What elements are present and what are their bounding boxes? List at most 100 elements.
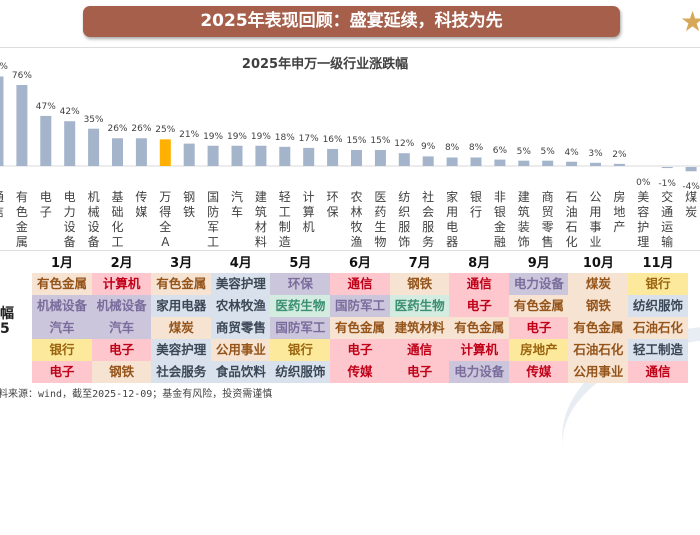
bar-钢铁	[184, 144, 195, 166]
value-label: 76%	[7, 71, 37, 81]
bar-公用事业	[590, 163, 601, 166]
table-cell: 机械设备	[32, 295, 92, 317]
table-cell: 电子	[449, 295, 509, 317]
table-cell: 传媒	[330, 361, 390, 383]
category-label: 国防军工	[205, 190, 221, 250]
bar-农林牧渔	[351, 150, 362, 166]
category-label: 计算机	[301, 190, 317, 235]
bar-商贸零售	[542, 161, 553, 166]
table-cell: 石油石化	[568, 339, 628, 361]
table-cell: 通信	[330, 273, 390, 295]
table-cell: 电子	[330, 339, 390, 361]
bar-银行	[471, 157, 482, 166]
bar-电力设备	[64, 121, 75, 166]
table-cell: 有色金属	[32, 273, 92, 295]
table-cell: 电子	[390, 361, 450, 383]
bar-煤炭	[686, 167, 697, 171]
month-header: 1月	[32, 252, 92, 271]
table-side-label: 幅	[0, 303, 14, 323]
bar-社会服务	[423, 156, 434, 166]
category-label: 电子	[38, 190, 54, 220]
table-cell: 机械设备	[92, 295, 152, 317]
table-cell: 银行	[628, 273, 688, 295]
table-cell: 通信	[449, 273, 509, 295]
bar-纺织服饰	[399, 153, 410, 166]
bar-计算机	[303, 148, 314, 166]
table-cell: 美容护理	[151, 339, 211, 361]
category-label: 有色金属	[14, 190, 30, 250]
category-label: 纺织服饰	[396, 190, 412, 250]
bar-非银金融	[494, 160, 505, 166]
category-label: 机械设备	[86, 190, 102, 250]
bar-轻工制造	[279, 147, 290, 166]
table-cell: 有色金属	[449, 317, 509, 339]
category-label: 煤炭	[683, 190, 699, 220]
category-label: 基础化工	[110, 190, 126, 250]
table-cell: 有色金属	[330, 317, 390, 339]
table-cell: 钢铁	[568, 295, 628, 317]
table-cell: 纺织服饰	[270, 361, 330, 383]
chart-title: 2025年申万一级行业涨跌幅	[200, 53, 450, 72]
table-cell: 通信	[390, 339, 450, 361]
table-cell: 医药生物	[390, 295, 450, 317]
table-cell: 煤炭	[568, 273, 628, 295]
category-label: 轻工制造	[277, 190, 293, 250]
table-cell: 房地产	[509, 339, 569, 361]
table-cell: 公用事业	[568, 361, 628, 383]
month-header: 6月	[330, 252, 390, 271]
table-cell: 计算机	[449, 339, 509, 361]
category-label: 建筑装饰	[516, 190, 532, 250]
category-label: 银行	[468, 190, 484, 220]
category-label: 家用电器	[444, 190, 460, 250]
table-cell: 环保	[270, 273, 330, 295]
month-header: 2月	[92, 252, 152, 271]
table-cell: 电子	[92, 339, 152, 361]
bar-汽车	[232, 146, 243, 166]
table-cell: 石油石化	[628, 317, 688, 339]
table-cell: 电力设备	[449, 361, 509, 383]
table-cell: 医药生物	[270, 295, 330, 317]
table-cell: 有色金属	[568, 317, 628, 339]
bar-机械设备	[88, 129, 99, 166]
table-cell: 银行	[32, 339, 92, 361]
month-header: 8月	[449, 252, 509, 271]
category-label: 通信	[0, 190, 6, 220]
category-label: 传媒	[133, 190, 149, 220]
category-label: 社会服务	[420, 190, 436, 250]
industry-bar-chart: 84%通信76%有色金属47%电子42%电力设备35%机械设备26%基础化工26…	[0, 0, 700, 250]
table-cell: 钢铁	[92, 361, 152, 383]
table-cell: 电子	[509, 317, 569, 339]
table-cell: 国防军工	[330, 295, 390, 317]
month-header: 10月	[568, 252, 628, 271]
table-side-label-2: 5	[0, 321, 10, 337]
month-header: 3月	[151, 252, 211, 271]
table-cell: 煤炭	[151, 317, 211, 339]
table-cell: 社会服务	[151, 361, 211, 383]
table-cell: 家用电器	[151, 295, 211, 317]
table-cell: 有色金属	[509, 295, 569, 317]
value-label: 2%	[604, 150, 634, 160]
bar-传媒	[136, 138, 147, 166]
bar-电子	[40, 116, 51, 166]
category-label: 农林牧渔	[349, 190, 365, 250]
category-label: 医药生物	[372, 190, 388, 250]
bar-有色金属	[16, 85, 27, 166]
month-header: 5月	[270, 252, 330, 271]
table-cell: 计算机	[92, 273, 152, 295]
month-header: 11月	[628, 252, 688, 271]
table-cell: 有色金属	[151, 273, 211, 295]
table-cell: 公用事业	[211, 339, 271, 361]
category-label: 建筑材料	[253, 190, 269, 250]
table-cell: 汽车	[32, 317, 92, 339]
category-label: 交通运输	[659, 190, 675, 250]
table-cell: 建筑材料	[390, 317, 450, 339]
month-header: 9月	[509, 252, 569, 271]
table-cell: 商贸零售	[211, 317, 271, 339]
table-cell: 农林牧渔	[211, 295, 271, 317]
bar-建筑材料	[255, 146, 266, 166]
table-cell: 国防军工	[270, 317, 330, 339]
month-header: 4月	[211, 252, 271, 271]
bar-交通运输	[662, 167, 673, 168]
category-label: 公用事业	[588, 190, 604, 250]
table-cell: 美容护理	[211, 273, 271, 295]
